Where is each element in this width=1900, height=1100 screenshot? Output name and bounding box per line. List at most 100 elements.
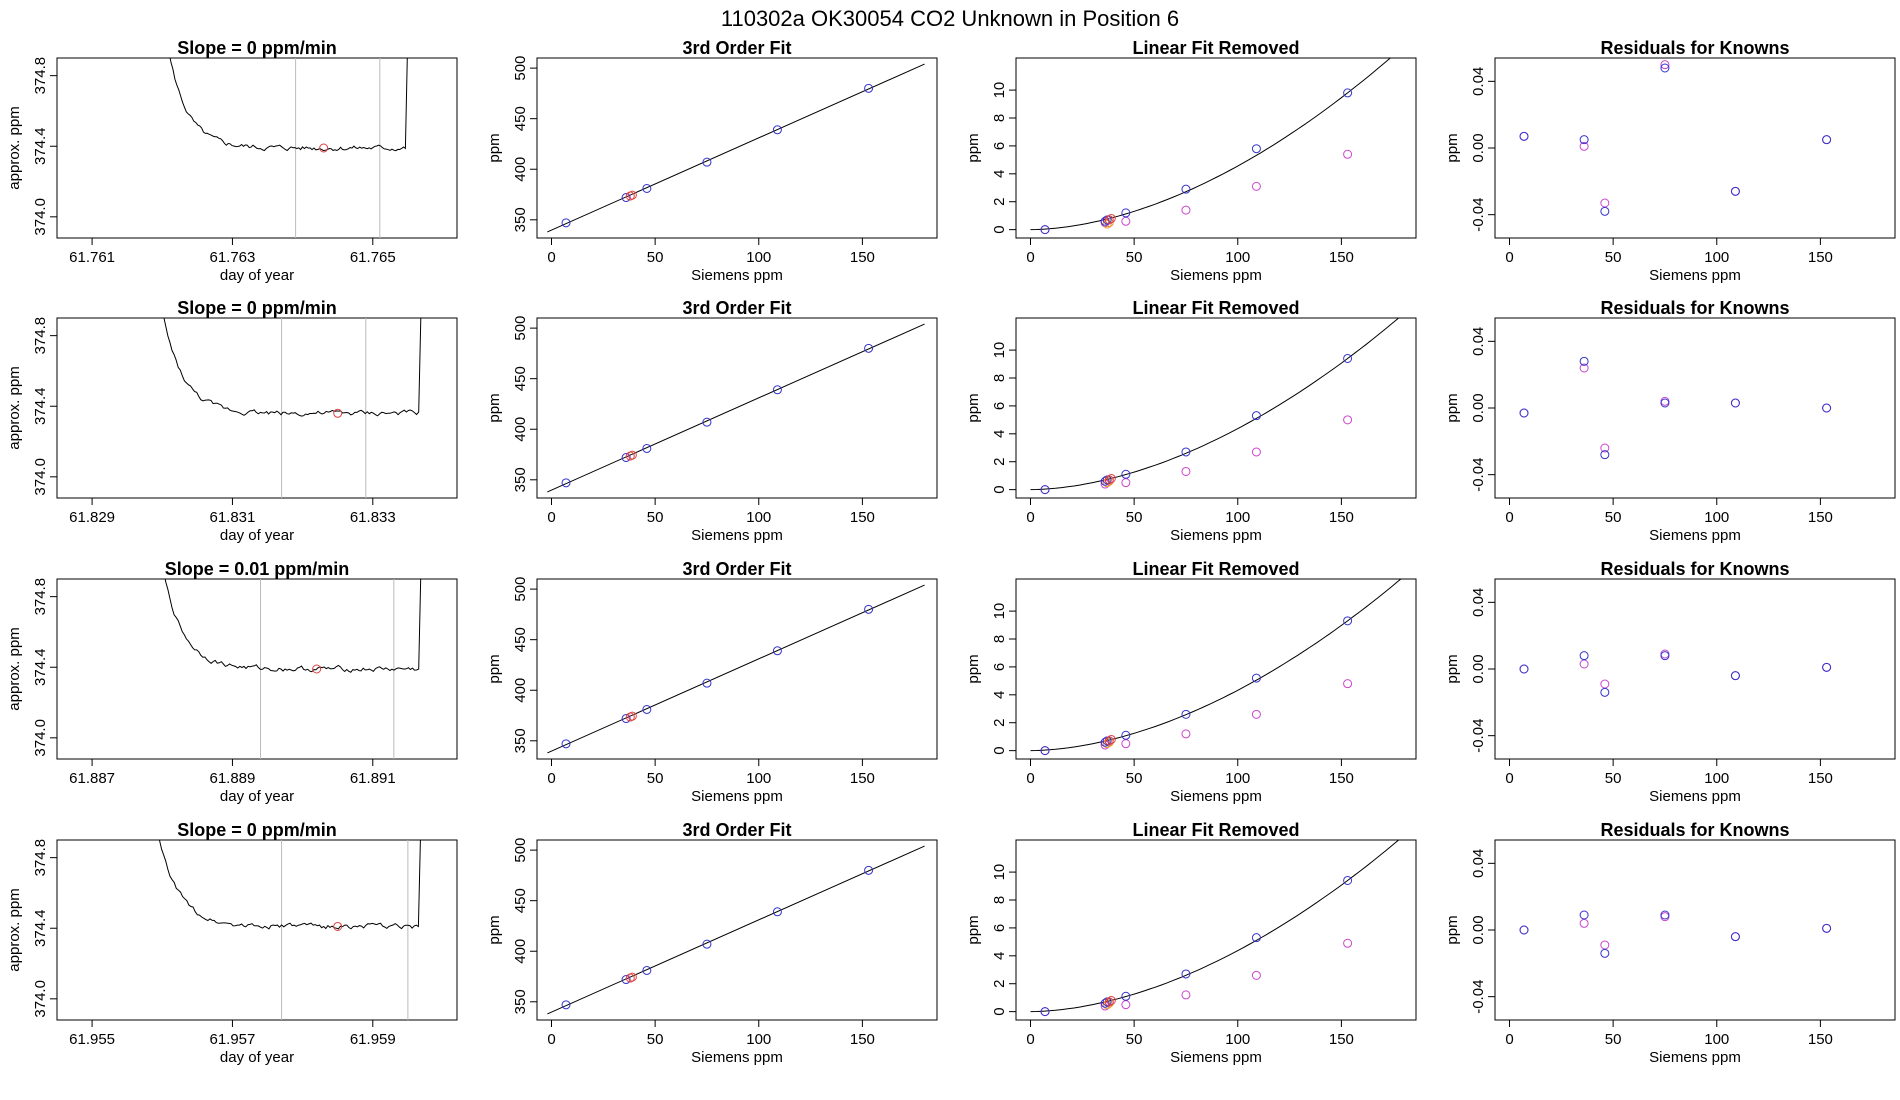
known-point-alt (1181, 990, 1191, 1000)
y-tick-label: 6 (991, 142, 1008, 150)
y-tick-label: 0 (991, 1007, 1008, 1015)
panel-title: Slope = 0 ppm/min (177, 38, 337, 58)
y-axis-label: ppm (486, 654, 503, 683)
known-point (1121, 208, 1131, 218)
y-axis-label: ppm (486, 915, 503, 944)
known-point-alt (1343, 415, 1353, 425)
panel-2-3: Linear Fit Removed 0 50 100 150 Siemens ppm 0 2… (965, 298, 1417, 544)
plot-area (547, 63, 925, 233)
ppm-trace (163, 318, 422, 417)
x-tick-label: 100 (1704, 509, 1729, 526)
plot-area (164, 579, 422, 759)
y-tick-label: 500 (512, 577, 529, 602)
known-point (1251, 144, 1261, 154)
x-tick-label: 150 (1808, 249, 1833, 266)
x-tick-label: 150 (1808, 509, 1833, 526)
known-point-alt (1251, 181, 1261, 191)
known-point (864, 865, 874, 875)
y-axis-label: approx. ppm (6, 888, 23, 971)
y-tick-label: 350 (512, 467, 529, 492)
x-axis-label: Siemens ppm (1170, 527, 1262, 544)
x-tick-label: 150 (850, 770, 875, 787)
x-tick-label: 100 (1704, 1031, 1729, 1048)
x-tick-label: 150 (850, 249, 875, 266)
y-axis-label: ppm (486, 133, 503, 162)
residual-point-alt (1600, 443, 1610, 453)
y-tick-label: 374.8 (32, 578, 49, 616)
plot-frame (56, 57, 458, 239)
y-tick-label: 450 (512, 888, 529, 913)
plot-frame (1015, 578, 1417, 760)
residual-point-alt (1579, 363, 1589, 373)
known-point-alt (1251, 970, 1261, 980)
known-point (1121, 469, 1131, 479)
y-tick-label: 2 (991, 458, 1008, 466)
residual-point (1519, 408, 1529, 418)
x-axis-label: day of year (220, 267, 294, 284)
known-point (1343, 88, 1353, 98)
residual-point-alt (1579, 659, 1589, 669)
y-axis-label: ppm (486, 393, 503, 422)
plot-area (169, 58, 408, 238)
x-tick-label: 61.959 (350, 1031, 396, 1048)
y-tick-label: 374.4 (32, 387, 49, 425)
x-tick-label: 61.829 (69, 509, 115, 526)
residual-point (1730, 186, 1740, 196)
x-tick-label: 0 (547, 1031, 555, 1048)
known-point (561, 1000, 571, 1010)
ppm-trace (158, 840, 421, 930)
known-point (702, 678, 712, 688)
x-tick-label: 50 (647, 1031, 664, 1048)
y-axis-label: ppm (965, 133, 982, 162)
x-tick-label: 0 (1026, 509, 1034, 526)
known-point (621, 714, 631, 724)
y-tick-label: 4 (991, 170, 1008, 178)
residual-point (1730, 671, 1740, 681)
x-tick-label: 100 (746, 509, 771, 526)
residual-point (1730, 932, 1740, 942)
known-point (1102, 215, 1112, 225)
unknown-point (1106, 995, 1116, 1005)
y-tick-label: 450 (512, 366, 529, 391)
x-axis-label: Siemens ppm (1649, 788, 1741, 805)
plot-area (1030, 58, 1392, 235)
unknown-point (1104, 997, 1114, 1007)
known-point (561, 739, 571, 749)
panel-title: Residuals for Knowns (1600, 298, 1789, 318)
x-tick-label: 150 (1808, 1031, 1833, 1048)
y-tick-label: 350 (512, 207, 529, 232)
y-tick-label: -0.04 (1470, 980, 1487, 1014)
y-tick-label: 374.0 (32, 458, 49, 496)
residual-point (1822, 135, 1832, 145)
y-tick-label: 350 (512, 728, 529, 753)
panel-4-2: 3rd Order Fit 0 50 100 150 Siemens ppm 350 400 4… (486, 820, 938, 1066)
y-axis-label: ppm (965, 654, 982, 683)
panel-title: 3rd Order Fit (682, 298, 791, 318)
x-axis-label: Siemens ppm (691, 267, 783, 284)
y-tick-label: 2 (991, 719, 1008, 727)
y-tick-label: 500 (512, 56, 529, 81)
x-tick-label: 100 (1225, 509, 1250, 526)
y-axis-label: approx. ppm (6, 627, 23, 710)
figure-title: 110302a OK30054 CO2 Unknown in Position … (721, 6, 1179, 31)
x-tick-label: 61.957 (209, 1031, 255, 1048)
known-point (1102, 475, 1112, 485)
plot-frame (1015, 57, 1417, 239)
y-tick-label: 2 (991, 980, 1008, 988)
known-point (1102, 736, 1112, 746)
unknown-point (1106, 213, 1116, 223)
x-tick-label: 150 (850, 509, 875, 526)
plot-frame (536, 578, 938, 760)
unknown-point (1106, 734, 1116, 744)
x-tick-label: 61.887 (69, 770, 115, 787)
y-tick-label: 0.00 (1470, 393, 1487, 422)
x-tick-label: 61.833 (350, 509, 396, 526)
x-axis-label: Siemens ppm (1170, 788, 1262, 805)
residual-point (1519, 664, 1529, 674)
y-tick-label: 0.04 (1470, 588, 1487, 617)
known-point (702, 417, 712, 427)
known-point (1251, 933, 1261, 943)
fit-line (547, 323, 925, 493)
residual-point-alt (1579, 141, 1589, 151)
